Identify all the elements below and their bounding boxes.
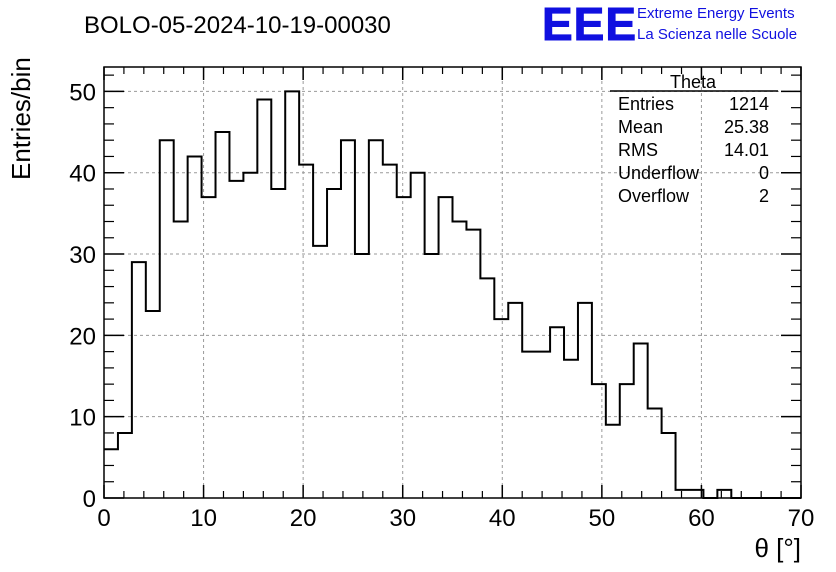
- x-tick-label: 10: [190, 505, 217, 532]
- histogram-bin: [578, 303, 592, 498]
- stats-box-name: Theta: [670, 72, 717, 92]
- histogram-bin: [341, 140, 355, 498]
- stats-label: Overflow: [618, 186, 690, 206]
- x-tick-label: 30: [389, 505, 416, 532]
- x-axis-title: θ [°]: [754, 533, 801, 563]
- histogram-bin: [522, 352, 536, 498]
- y-tick-label: 0: [83, 486, 96, 513]
- histogram-bin: [229, 181, 243, 498]
- stats-label: Mean: [618, 117, 663, 137]
- histogram-bin: [285, 91, 299, 498]
- histogram-bin: [634, 343, 648, 498]
- stats-box: Theta Entries 1214 Mean 25.38 RMS 14.01 Underf…: [610, 72, 778, 206]
- histogram-bin: [425, 254, 439, 498]
- histogram-bin: [313, 246, 327, 498]
- histogram-bin: [592, 384, 606, 498]
- x-tick-label: 60: [688, 505, 715, 532]
- stats-value: 25.38: [724, 117, 769, 137]
- x-tick-label: 20: [290, 505, 317, 532]
- histogram-bin: [118, 433, 132, 498]
- histogram-bin: [299, 165, 313, 498]
- stats-value: 14.01: [724, 140, 769, 160]
- logo-line-2: La Scienza nelle Scuole: [637, 26, 797, 43]
- y-tick-label: 30: [69, 242, 96, 269]
- histogram-bin: [508, 303, 522, 498]
- histogram-bin: [188, 156, 202, 498]
- grid: [104, 67, 801, 498]
- histogram-outline: [104, 90, 801, 499]
- histogram-bin: [257, 100, 271, 498]
- histogram-bin: [439, 197, 453, 498]
- stats-label: Underflow: [618, 163, 700, 183]
- histogram-series: [104, 90, 801, 499]
- stats-rows: Entries 1214 Mean 25.38 RMS 14.01 Underflow 0 Ov…: [618, 94, 769, 206]
- histogram-bin: [550, 327, 564, 498]
- histogram-bin: [717, 490, 731, 498]
- histogram-bin: [160, 140, 174, 498]
- stats-value: 0: [759, 163, 769, 183]
- histogram-bin: [536, 352, 550, 498]
- axis-ticks: [103, 67, 802, 499]
- histogram-bin: [648, 409, 662, 498]
- histogram-bin: [480, 278, 494, 498]
- histogram-bin: [216, 132, 230, 498]
- y-tick-label: 10: [69, 405, 96, 432]
- histogram-bin: [132, 262, 146, 498]
- y-tick-label: 50: [69, 79, 96, 106]
- stats-label: RMS: [618, 140, 658, 160]
- x-tick-label: 0: [97, 505, 110, 532]
- histogram-bin: [606, 425, 620, 498]
- histogram-bin: [355, 254, 369, 498]
- stats-label: Entries: [618, 94, 674, 114]
- y-tick-label: 40: [69, 161, 96, 188]
- logo-mark: EEE: [542, 0, 637, 50]
- y-axis-title: Entries/bin: [6, 57, 36, 180]
- histogram-bin: [494, 319, 508, 498]
- logo-line-1: Extreme Energy Events: [637, 5, 795, 22]
- stats-value: 1214: [729, 94, 769, 114]
- x-tick-label: 50: [589, 505, 616, 532]
- logo: EEE Extreme Energy Events La Scienza nel…: [542, 0, 798, 51]
- histogram-bin: [564, 360, 578, 498]
- histogram-bin: [271, 189, 285, 498]
- plot-frame: [103, 66, 802, 499]
- histogram-bin: [620, 384, 634, 498]
- histogram-bin: [104, 449, 118, 498]
- y-tick-label: 20: [69, 323, 96, 350]
- histogram-bin: [327, 189, 341, 498]
- stats-value: 2: [759, 186, 769, 206]
- histogram-bin: [146, 311, 160, 498]
- histogram-bin: [662, 433, 676, 498]
- histogram-bin: [383, 165, 397, 498]
- x-tick-label: 70: [788, 505, 815, 532]
- histogram-bin: [369, 140, 383, 498]
- histogram-bin: [397, 197, 411, 498]
- histogram-bin: [174, 222, 188, 498]
- histogram-bin: [466, 230, 480, 498]
- histogram-bin: [453, 222, 467, 498]
- x-tick-label: 40: [489, 505, 516, 532]
- chart-title: BOLO-05-2024-10-19-00030: [84, 12, 391, 39]
- histogram-bin: [676, 490, 690, 498]
